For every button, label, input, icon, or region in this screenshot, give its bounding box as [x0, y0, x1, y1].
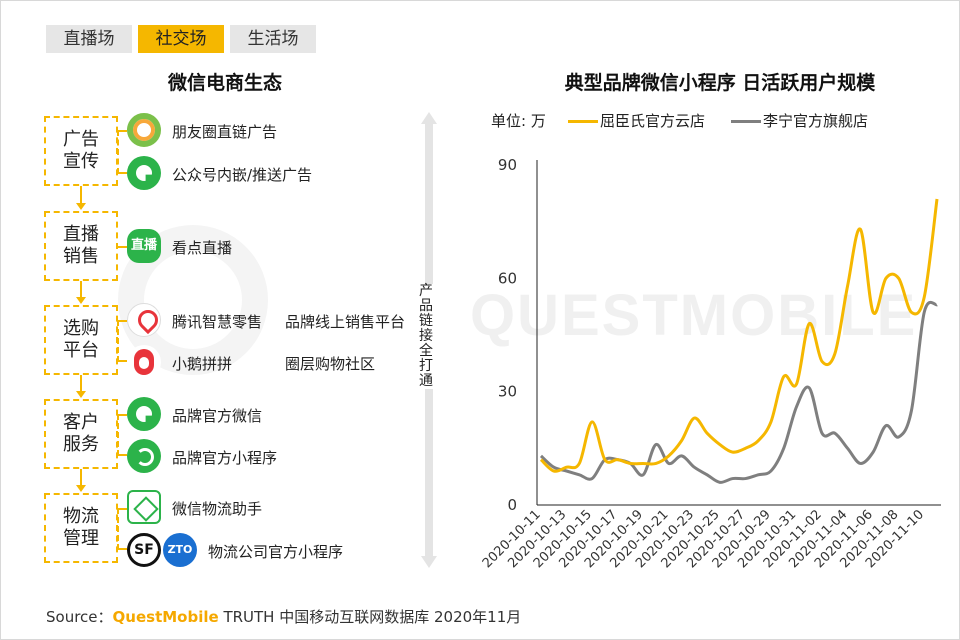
item-desc: 品牌线上销售平台 — [285, 313, 406, 331]
item-desc: 圈层购物社区 — [285, 355, 376, 373]
official-account-icon — [127, 156, 161, 190]
y-tick-label: 30 — [498, 383, 517, 401]
source-text: TRUTH 中国移动互联网数据库 2020年11月 — [218, 608, 522, 626]
flow-arrow-line — [80, 186, 82, 204]
source-brand: QuestMobile — [112, 608, 219, 626]
legend-series1: 屈臣氏官方云店 — [600, 112, 706, 130]
item-label: 腾讯智慧零售 — [172, 313, 263, 331]
line-chart: 03060902020-10-112020-10-132020-10-15202… — [480, 156, 941, 571]
flow-arrow-line — [80, 375, 82, 392]
item-label: 公众号内嵌/推送广告 — [172, 166, 313, 184]
category-shopping-platform: 选购 平台 — [44, 305, 118, 375]
flow-arrow-head-icon — [76, 485, 86, 492]
item-label: 品牌官方微信 — [172, 407, 263, 425]
series-line-2 — [539, 300, 938, 484]
flow-arrow-line — [80, 469, 82, 486]
left-section-title: 微信电商生态 — [167, 72, 282, 94]
flow-arrow-head-icon — [76, 391, 86, 398]
source-note: Source：QuestMobile TRUTH 中国移动互联网数据库 2020… — [46, 606, 521, 627]
bracket-live — [117, 246, 127, 248]
tab-live[interactable]: 直播场 — [46, 25, 132, 53]
smart-retail-pin-icon — [127, 303, 161, 337]
item-label: 物流公司官方小程序 — [208, 543, 344, 561]
legend-swatch-series1 — [568, 120, 598, 123]
bracket-logistics — [117, 508, 127, 550]
category-logistics: 物流 管理 — [44, 493, 118, 563]
category-customer-service: 客户 服务 — [44, 399, 118, 469]
y-tick-label: 0 — [507, 496, 517, 514]
live-icon: 直播 — [127, 229, 161, 263]
tab-social[interactable]: 社交场 — [138, 25, 224, 53]
tab-life[interactable]: 生活场 — [230, 25, 316, 53]
item-label: 品牌官方小程序 — [172, 449, 278, 467]
penguin-icon — [127, 345, 161, 379]
sf-express-icon: SF — [127, 533, 161, 567]
arrow-up-icon — [421, 112, 437, 124]
bracket-advertising — [117, 130, 127, 174]
chart-title: 典型品牌微信小程序 日活跃用户规模 — [564, 72, 876, 94]
item-label: 微信物流助手 — [172, 500, 263, 518]
full-link-text: 产品链接全打通 — [418, 283, 434, 389]
logistics-box-icon — [127, 490, 161, 524]
legend-series2: 李宁官方旗舰店 — [763, 112, 869, 130]
flow-arrow-head-icon — [76, 203, 86, 210]
category-advertising: 广告 宣传 — [44, 116, 118, 186]
y-tick-label: 60 — [498, 269, 517, 287]
flow-arrow-line — [80, 281, 82, 298]
y-tick-label: 90 — [498, 156, 517, 174]
category-live-sales: 直播 销售 — [44, 211, 118, 281]
arrow-down-icon — [421, 556, 437, 568]
bracket-service — [117, 414, 127, 456]
item-label: 朋友圈直链广告 — [172, 123, 278, 141]
item-label: 小鹅拼拼 — [172, 355, 233, 373]
bracket-shopping — [117, 320, 127, 362]
wechat-green-icon — [127, 397, 161, 431]
legend-swatch-series2 — [731, 120, 761, 123]
item-label: 看点直播 — [172, 239, 233, 257]
zto-express-icon: ZTO — [163, 533, 197, 567]
unit-label: 单位: 万 — [491, 112, 546, 130]
mini-program-icon — [127, 439, 161, 473]
flow-arrow-head-icon — [76, 297, 86, 304]
moments-icon — [127, 113, 161, 147]
series-line-1 — [539, 198, 939, 473]
source-prefix: Source： — [46, 608, 113, 626]
